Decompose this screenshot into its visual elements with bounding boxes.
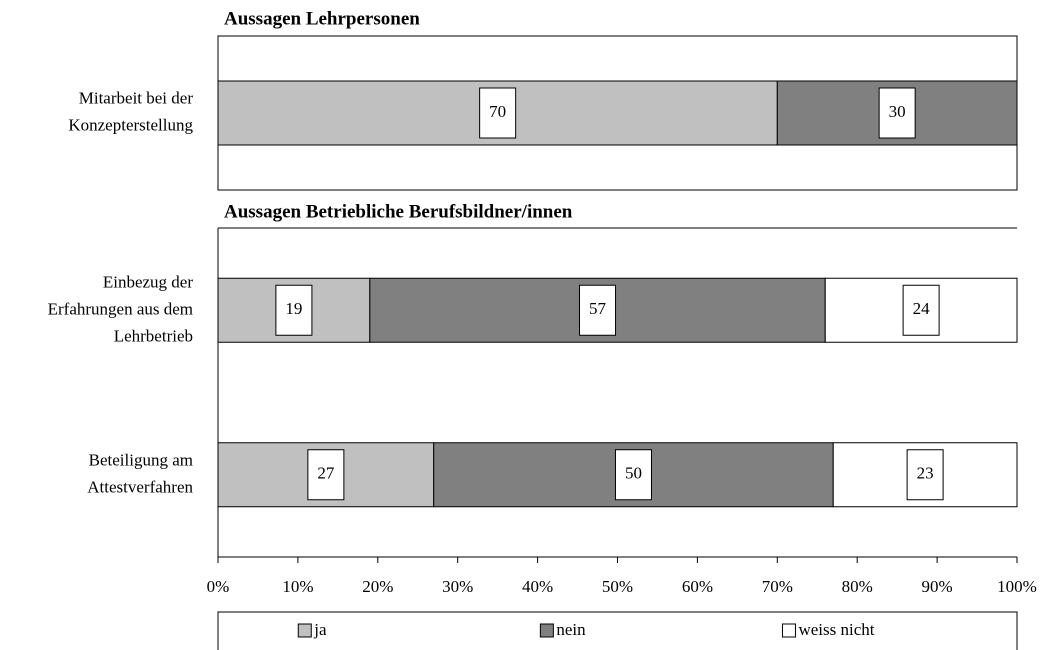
- panel-title: Aussagen Betriebliche Berufsbildner/inne…: [224, 201, 573, 222]
- legend-label: weiss nicht: [798, 620, 874, 639]
- x-tick-label: 80%: [842, 577, 873, 596]
- value-label: 57: [589, 299, 607, 318]
- value-label: 27: [317, 464, 335, 483]
- value-label-box: [479, 87, 517, 139]
- panel-title: Aussagen Lehrpersonen: [224, 8, 420, 29]
- legend-frame: [217, 611, 1018, 650]
- legend-swatch: [539, 623, 554, 638]
- x-tick-label: 40%: [522, 577, 553, 596]
- value-label-box: [275, 284, 313, 336]
- value-label: 30: [889, 102, 906, 121]
- value-label: 19: [285, 299, 302, 318]
- legend-swatch: [781, 623, 796, 638]
- value-label: 50: [625, 464, 642, 483]
- x-tick-label: 70%: [762, 577, 793, 596]
- x-tick-label: 0%: [207, 577, 230, 596]
- y-tick-label-line: Attestverfahren: [87, 477, 193, 496]
- y-tick-label-line: Beteiligung am: [89, 450, 193, 469]
- y-tick-label-line: Lehrbetrieb: [114, 326, 193, 345]
- x-tick-label: 10%: [282, 577, 313, 596]
- legend-swatch: [297, 623, 312, 638]
- y-tick-label-line: Konzepterstellung: [68, 115, 193, 134]
- legend-label: nein: [556, 620, 586, 639]
- value-label-box: [902, 284, 940, 336]
- x-tick-label: 20%: [362, 577, 393, 596]
- x-tick-label: 30%: [442, 577, 473, 596]
- value-label-box: [307, 449, 345, 501]
- y-tick-label-line: Erfahrungen aus dem: [48, 299, 193, 318]
- value-label: 23: [917, 464, 934, 483]
- value-label-box: [878, 87, 916, 139]
- y-tick-label: Einbezug der Erfahrungen aus dem Lehrbetri…: [48, 272, 194, 345]
- value-label: 70: [489, 102, 506, 121]
- y-tick-label: Beteiligung am Attestverfahren: [87, 450, 193, 496]
- value-label-box: [579, 284, 617, 336]
- y-tick-label-line: Einbezug der: [103, 272, 193, 291]
- y-tick-label-line: Mitarbeit bei der: [79, 88, 194, 107]
- value-label-box: [614, 449, 652, 501]
- x-tick-label: 50%: [602, 577, 633, 596]
- legend-label: ja: [313, 620, 327, 639]
- value-label: 24: [913, 299, 931, 318]
- x-tick-label: 90%: [922, 577, 953, 596]
- y-tick-label: Mitarbeit bei der Konzepterstellung: [68, 88, 193, 134]
- value-label-box: [906, 449, 944, 501]
- x-tick-label: 100%: [997, 577, 1037, 596]
- x-tick-label: 60%: [682, 577, 713, 596]
